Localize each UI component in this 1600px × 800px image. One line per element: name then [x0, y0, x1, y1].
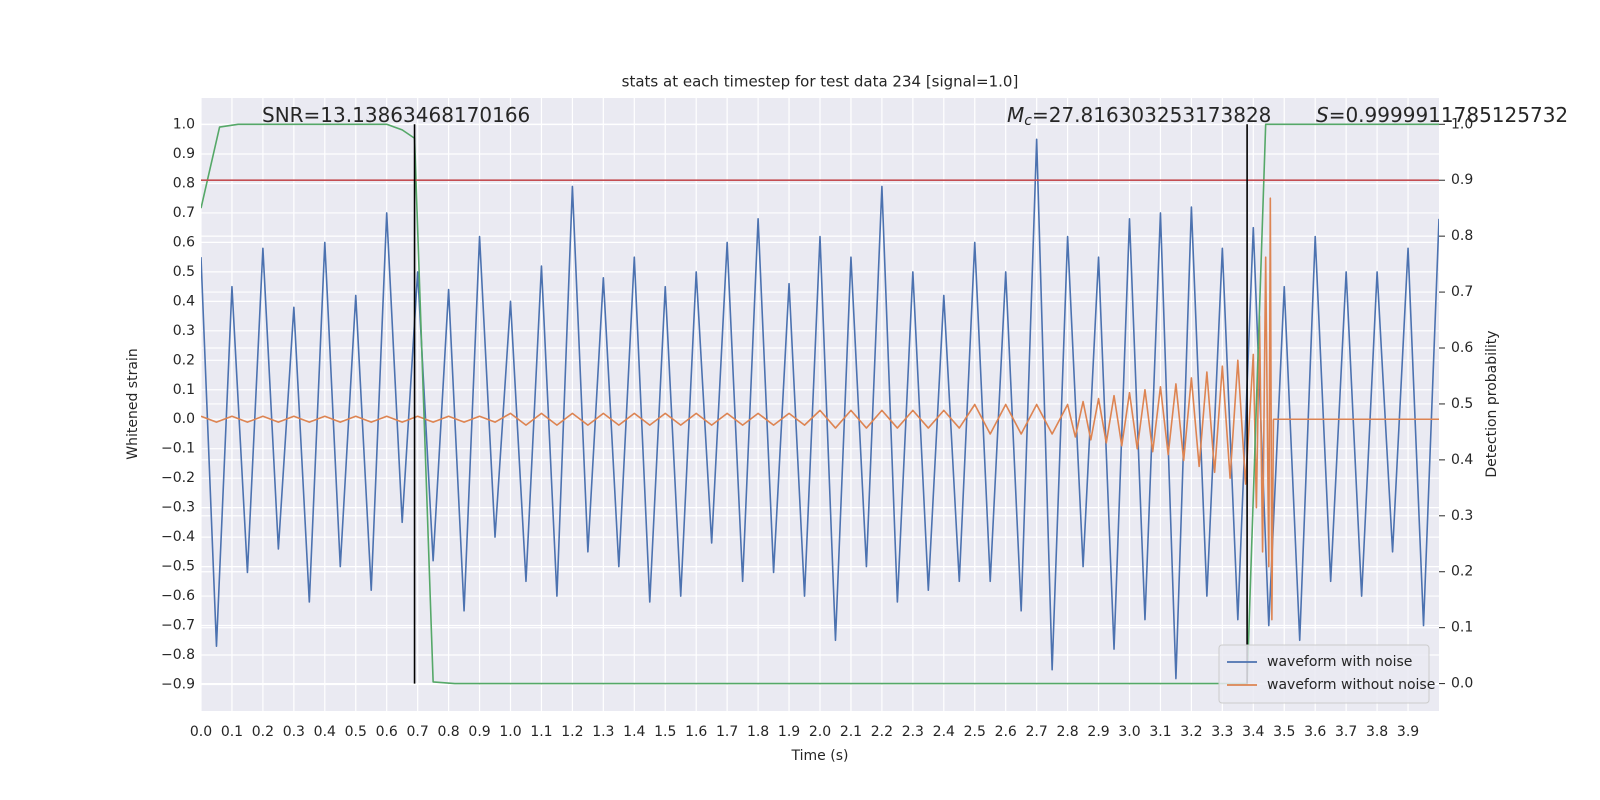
- x-tick-label: 0.8: [437, 724, 459, 740]
- x-tick-label: 1.8: [747, 724, 769, 740]
- y-tick-label: −0.1: [161, 441, 195, 457]
- x-tick-label: 1.0: [499, 724, 521, 740]
- y-tick-label: −0.6: [161, 588, 195, 604]
- annotation-value: =0.9999911785125732: [1329, 103, 1568, 127]
- x-tick-label: 0.9: [468, 724, 490, 740]
- x-tick-label: 1.3: [592, 724, 614, 740]
- annotation-symbol: M: [1007, 103, 1024, 127]
- x-tick-label: 1.2: [561, 724, 583, 740]
- annotation: S=0.9999911785125732: [1316, 103, 1568, 127]
- y2-tick-label: 0.1: [1451, 620, 1473, 636]
- y-tick-label: 0.6: [173, 234, 195, 250]
- y2-tick-label: 0.7: [1451, 284, 1473, 300]
- x-tick-label: 1.9: [778, 724, 800, 740]
- legend-label: waveform without noise: [1267, 677, 1435, 693]
- x-tick-label: 0.2: [252, 724, 274, 740]
- x-tick-label: 1.6: [685, 724, 707, 740]
- x-tick-label: 0.0: [190, 724, 212, 740]
- y2-tick-label: 0.5: [1451, 396, 1473, 412]
- x-tick-label: 3.6: [1304, 724, 1326, 740]
- legend-label: waveform with noise: [1267, 654, 1412, 670]
- x-tick-label: 2.7: [1026, 724, 1048, 740]
- y-tick-label: 1.0: [173, 117, 195, 133]
- x-tick-label: 1.1: [530, 724, 552, 740]
- y-tick-label: 0.9: [173, 146, 195, 162]
- y2-tick-label: 0.6: [1451, 340, 1473, 356]
- annotation-symbol: S: [1316, 103, 1329, 127]
- y-tick-label: 0.0: [173, 411, 195, 427]
- x-tick-label: 2.5: [964, 724, 986, 740]
- annotation: SNR=13.13863468170166: [262, 103, 530, 127]
- grid: [200, 98, 1439, 711]
- x-tick-label: 3.8: [1366, 724, 1388, 740]
- x-tick-label: 1.5: [654, 724, 676, 740]
- x-tick-label: 3.0: [1118, 724, 1140, 740]
- y2-tick-label: 0.8: [1451, 228, 1473, 244]
- y2-tick-label: 1.0: [1451, 116, 1473, 132]
- y2-tick-label: 0.0: [1451, 676, 1473, 692]
- x-tick-label: 3.1: [1149, 724, 1171, 740]
- y-tick-label: −0.8: [161, 647, 195, 663]
- x-tick-label: 2.8: [1056, 724, 1078, 740]
- x-tick-label: 0.7: [407, 724, 429, 740]
- y-tick-label: 0.2: [173, 352, 195, 368]
- x-tick-label: 0.1: [221, 724, 243, 740]
- x-tick-label: 2.4: [933, 724, 955, 740]
- x-tick-label: 1.7: [716, 724, 738, 740]
- x-tick-label: 3.9: [1397, 724, 1419, 740]
- x-tick-label: 2.1: [840, 724, 862, 740]
- y-tick-label: 0.1: [173, 382, 195, 398]
- y-axis-label: Whitened strain: [125, 348, 141, 459]
- x-tick-label: 2.9: [1087, 724, 1109, 740]
- annotation: Mc=27.816303253173828: [1007, 103, 1271, 130]
- x-tick-label: 2.0: [809, 724, 831, 740]
- x-tick-label: 0.6: [376, 724, 398, 740]
- x-tick-label: 3.7: [1335, 724, 1357, 740]
- y-tick-label: −0.7: [161, 618, 195, 634]
- y-tick-label: −0.4: [161, 529, 195, 545]
- x-tick-label: 2.3: [902, 724, 924, 740]
- y-tick-label: −0.3: [161, 500, 195, 516]
- series-line: [201, 138, 1439, 680]
- x-tick-label: 3.5: [1273, 724, 1295, 740]
- y-tick-label: 0.7: [173, 205, 195, 221]
- x-tick-label: 2.2: [871, 724, 893, 740]
- y-tick-label: 0.4: [173, 293, 195, 309]
- x-axis-label: Time (s): [791, 748, 849, 764]
- labels: 0.0 0.1 0.2 0.3 0.4 0.5 0.6 0.7 0.8 0.9 1.0 1.1 1.2 1…: [161, 103, 1568, 741]
- x-tick-label: 0.5: [345, 724, 367, 740]
- y-tick-label: 0.5: [173, 264, 195, 280]
- chart-title: stats at each timestep for test data 234…: [622, 73, 1019, 91]
- x-tick-label: 3.2: [1180, 724, 1202, 740]
- x-tick-label: 0.4: [314, 724, 336, 740]
- x-tick-label: 3.3: [1211, 724, 1233, 740]
- plot-marks: [201, 123, 1439, 685]
- annotation-subscript: c: [1024, 113, 1032, 129]
- y-tick-label: −0.5: [161, 559, 195, 575]
- annotation-value: =27.816303253173828: [1032, 103, 1271, 127]
- x-tick-label: 0.3: [283, 724, 305, 740]
- y2-tick-label: 0.4: [1451, 452, 1473, 468]
- y2-tick-label: 0.3: [1451, 508, 1473, 524]
- legend-box: [1218, 644, 1430, 704]
- y-tick-label: 0.8: [173, 175, 195, 191]
- annotation-value: SNR=13.13863468170166: [262, 103, 530, 127]
- y-tick-label: 0.3: [173, 323, 195, 339]
- y-tick-label: −0.9: [161, 676, 195, 692]
- y2-axis-label: Detection probability: [1484, 330, 1500, 477]
- y2-tick-label: 0.9: [1451, 172, 1473, 188]
- legend: waveform with noise waveform without nois…: [1218, 644, 1435, 704]
- x-tick-label: 2.6: [995, 724, 1017, 740]
- y-tick-label: −0.2: [161, 470, 195, 486]
- series-line: [201, 197, 1439, 621]
- x-tick-label: 3.4: [1242, 724, 1264, 740]
- x-tick-label: 1.4: [623, 724, 645, 740]
- y2-tick-label: 0.2: [1451, 564, 1473, 580]
